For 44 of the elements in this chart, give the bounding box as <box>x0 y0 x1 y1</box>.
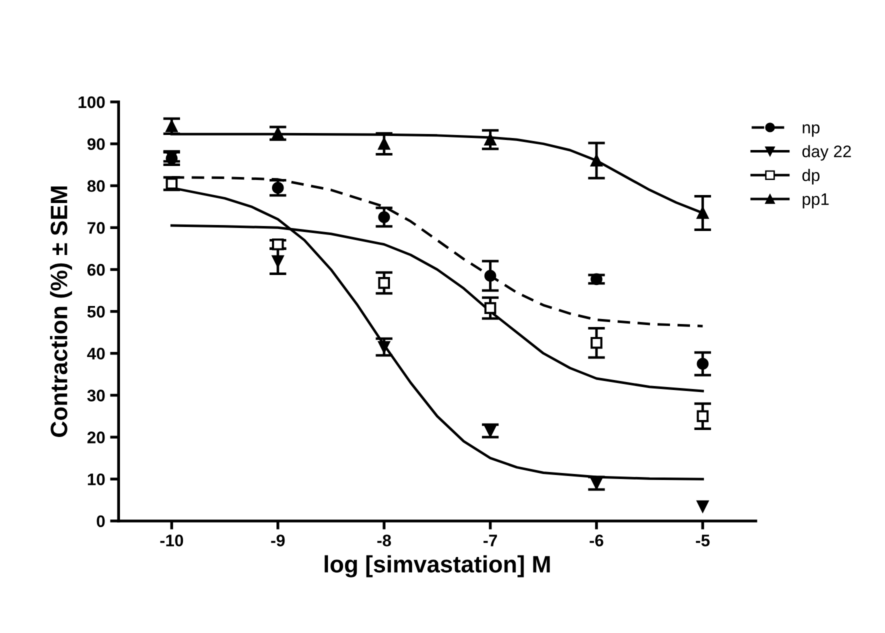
point <box>378 341 390 353</box>
point <box>590 273 602 286</box>
legend-label: np <box>802 124 820 137</box>
legend-label: day 22 <box>802 145 851 161</box>
x-tick-label: -7 <box>484 534 497 546</box>
point <box>590 154 602 166</box>
point <box>272 255 284 268</box>
point <box>696 358 709 370</box>
point <box>272 238 284 250</box>
x-tick-label: -8 <box>377 534 391 546</box>
point <box>590 336 602 349</box>
x-axis-title: log [simvastation] M <box>324 555 550 578</box>
y-tick-label: 10 <box>88 473 105 486</box>
point <box>272 182 284 194</box>
x-tick-label: -10 <box>160 534 184 546</box>
point <box>484 134 496 146</box>
y-tick-label: 20 <box>87 432 105 444</box>
point <box>696 207 709 219</box>
x-tick-label: -5 <box>696 534 710 546</box>
point <box>166 178 178 190</box>
y-tick-label: 50 <box>87 306 105 318</box>
y-tick-label: 40 <box>87 348 105 360</box>
legend-label: dp <box>802 168 820 184</box>
y-tick-label: 70 <box>88 222 105 234</box>
point <box>378 138 390 150</box>
y-axis-title: Contraction (%) ± SEM <box>50 186 72 437</box>
y-tick-label: 30 <box>87 390 105 402</box>
y-tick-label: 100 <box>78 96 105 108</box>
y-tick-label: 90 <box>87 138 105 150</box>
x-tick-label: -6 <box>590 534 604 546</box>
point <box>484 424 496 437</box>
point <box>378 277 390 289</box>
point <box>696 410 709 422</box>
point <box>272 127 284 140</box>
legend-label: pp1 <box>802 193 829 208</box>
point <box>484 302 496 314</box>
point <box>590 477 602 490</box>
x-tick-label: -9 <box>271 534 285 546</box>
point <box>696 500 709 512</box>
y-tick-label: 80 <box>87 180 105 192</box>
y-tick-label: 60 <box>87 264 105 276</box>
point <box>484 270 496 282</box>
point <box>378 211 390 224</box>
y-tick-label: 0 <box>96 515 105 528</box>
